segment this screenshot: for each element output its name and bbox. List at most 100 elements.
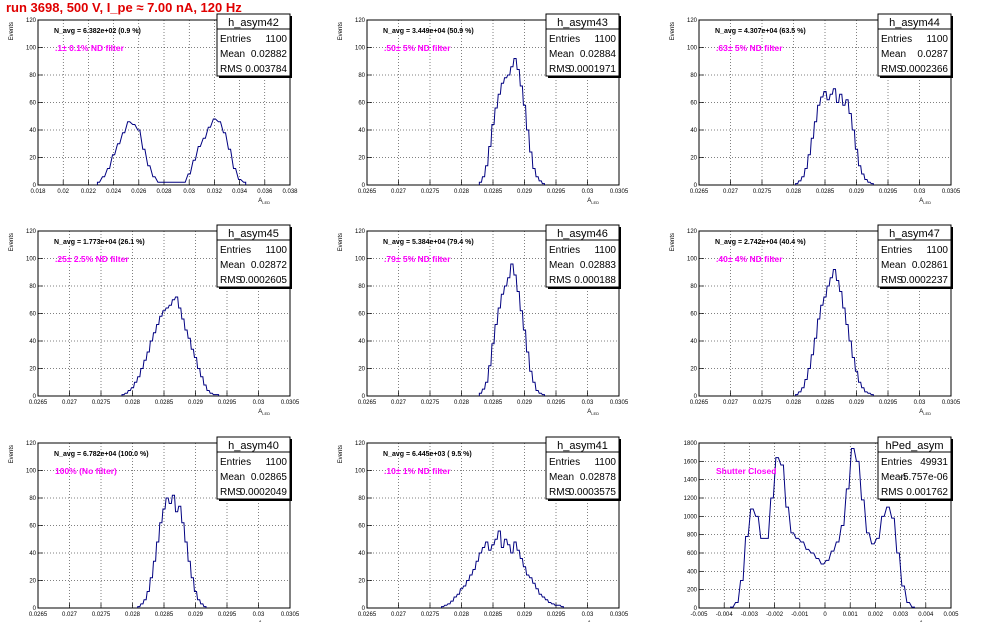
histogram-bin xyxy=(836,542,839,608)
x-tick-label: 0.0265 xyxy=(690,400,709,406)
x-axis-title: ALED xyxy=(919,409,931,416)
x-tick-label: 0.0285 xyxy=(484,189,503,195)
y-tick-label: 20 xyxy=(690,156,697,162)
histogram-bin xyxy=(808,155,810,185)
y-tick-label: 120 xyxy=(687,18,698,24)
x-axis-title: ALED xyxy=(919,198,931,205)
histogram-bin xyxy=(135,382,137,396)
panel-h_asym42: 0.018 0.02 0.022 0.024 0.026 0.028 0.03 0.032 0.… xyxy=(9,13,298,205)
histogram-bin xyxy=(852,358,854,397)
x-tick-label: -0.002 xyxy=(766,612,784,618)
panel-h_asym40: 0.0265 0.027 0.0275 0.028 0.0285 0.029 0.0295 0… xyxy=(9,436,300,622)
stat-label: Entries xyxy=(220,34,251,45)
x-tick-label: 0.0295 xyxy=(547,400,566,406)
histogram-bin xyxy=(751,509,754,608)
filter-note: Shutter Closed xyxy=(716,466,776,476)
histogram-bin xyxy=(123,133,125,185)
stat-value: 1100 xyxy=(265,245,287,256)
histogram-bin xyxy=(533,583,535,608)
y-tick-label: 0 xyxy=(362,394,366,400)
y-axis-title: Events xyxy=(9,22,15,40)
y-tick-label: 120 xyxy=(26,441,37,447)
histogram-bin xyxy=(811,138,813,185)
stat-value: 0.02882 xyxy=(251,49,288,60)
histogram-bin xyxy=(851,449,854,609)
x-tick-label: 0.0305 xyxy=(610,400,629,406)
histogram-bin xyxy=(514,59,516,186)
y-tick-label: 100 xyxy=(26,46,37,52)
histogram-bin xyxy=(843,308,845,396)
stats-box xyxy=(216,13,291,77)
histogram-bin xyxy=(182,523,184,608)
histogram-bin xyxy=(840,94,842,185)
histogram-name: h_asym42 xyxy=(228,17,279,29)
histogram-bin xyxy=(473,570,475,609)
filter-note: .50± 5% ND filter xyxy=(384,43,451,53)
y-tick-label: 40 xyxy=(358,339,365,345)
stat-label: Entries xyxy=(220,245,251,256)
x-tick-label: 0.036 xyxy=(257,189,273,195)
x-tick-label: 0.038 xyxy=(282,189,298,195)
stats-box xyxy=(545,436,620,500)
stats-box xyxy=(216,224,291,288)
histogram-name: hPed_asym xyxy=(885,440,943,452)
stat-value: 0.0002237 xyxy=(901,275,949,286)
histogram-bin xyxy=(741,581,744,609)
stat-value: 0.0002605 xyxy=(240,275,288,286)
histogram-bin xyxy=(821,564,824,608)
histogram-bin xyxy=(907,603,910,609)
stats-box xyxy=(216,436,291,500)
histogram-bin xyxy=(865,392,867,396)
histogram-bin xyxy=(172,300,174,396)
navg-label: N_avg = 6.445e+03 ( 9.5 %) xyxy=(383,451,472,458)
histogram-bin xyxy=(495,108,497,185)
x-tick-label: 0.0275 xyxy=(92,400,111,406)
stat-label: Mean xyxy=(881,260,906,271)
histogram-bin xyxy=(208,127,210,185)
histogram-bin xyxy=(489,550,491,608)
stats-box xyxy=(877,436,952,500)
histogram-bin xyxy=(859,166,861,185)
histogram-bin xyxy=(902,586,905,608)
x-axis-title: ALED xyxy=(587,198,599,205)
histogram-bin xyxy=(150,578,152,608)
y-tick-label: 120 xyxy=(26,18,37,24)
stats-box xyxy=(545,13,620,77)
x-tick-label: 0.0295 xyxy=(879,400,898,406)
y-tick-label: 0 xyxy=(362,606,366,612)
y-tick-label: 60 xyxy=(690,101,697,107)
y-tick-label: 60 xyxy=(29,101,36,107)
x-tick-label: 0.03 xyxy=(914,189,926,195)
stat-label: Mean xyxy=(549,49,574,60)
histogram-bin xyxy=(897,553,900,608)
histogram-bin xyxy=(533,169,535,186)
histogram-bin xyxy=(833,270,835,397)
x-tick-label: 0.001 xyxy=(843,612,859,618)
histogram-name: h_asym43 xyxy=(557,17,608,29)
stat-label: RMS xyxy=(220,275,243,286)
histogram-bin xyxy=(806,549,809,608)
y-tick-label: 80 xyxy=(358,284,365,290)
histogram-bin xyxy=(808,369,810,397)
x-tick-label: 0.0295 xyxy=(547,189,566,195)
histogram-bin xyxy=(157,542,159,608)
histogram-bin xyxy=(859,382,861,396)
plot-frame xyxy=(698,230,952,397)
histogram-bin xyxy=(791,533,794,608)
histogram-name: h_asym45 xyxy=(228,228,279,240)
stat-value: 0.0003575 xyxy=(569,487,617,498)
histogram-bin xyxy=(786,507,789,608)
histogram-bin xyxy=(483,389,485,396)
y-tick-label: 80 xyxy=(690,284,697,290)
histogram-bin xyxy=(486,542,488,608)
histogram-bin xyxy=(843,105,845,185)
histogram-name: h_asym40 xyxy=(228,440,279,452)
histogram-bin xyxy=(457,594,459,608)
histogram-bin xyxy=(833,89,835,185)
x-tick-label: -0.003 xyxy=(741,612,759,618)
histogram-bin xyxy=(464,586,466,608)
x-tick-label: 0.0285 xyxy=(816,400,835,406)
panel-hPed_asym: -0.005 -0.004 -0.003 -0.002 -0.001 0 0.001 0.00… xyxy=(684,436,959,622)
histogram-bin xyxy=(761,538,764,608)
x-tick-label: 0.0285 xyxy=(484,612,503,618)
